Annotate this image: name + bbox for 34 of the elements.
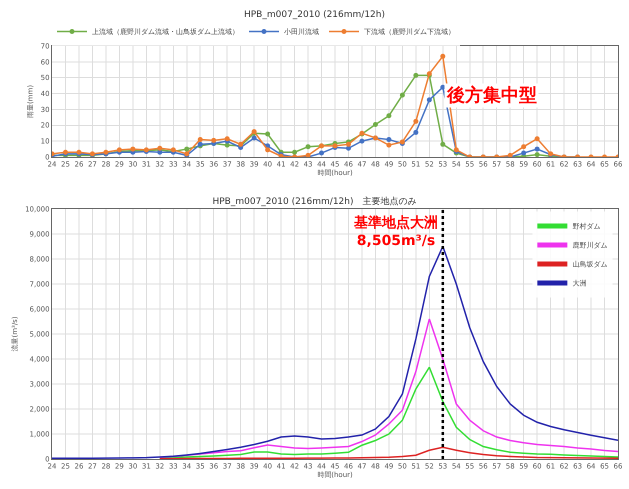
annotation: 基準地点大洲 8,505m³/s — [353, 215, 438, 250]
point — [198, 137, 203, 142]
point — [292, 150, 298, 155]
point — [386, 142, 392, 148]
point — [211, 138, 216, 143]
annotation: 後方集中型 — [446, 85, 537, 106]
point — [184, 146, 190, 152]
point — [521, 150, 526, 156]
point — [413, 118, 418, 124]
point — [265, 147, 270, 152]
chart-title: HPB_m007_2010 (216mm/12h) — [244, 10, 386, 20]
point — [534, 152, 540, 157]
chart-title: HPB_m007_2010 (216mm/12h) 主要地点のみ — [212, 196, 417, 208]
point — [426, 97, 432, 102]
line-series — [159, 318, 618, 458]
point — [400, 92, 405, 98]
point — [440, 142, 446, 147]
point — [534, 136, 540, 142]
point — [306, 144, 311, 150]
line-series — [159, 446, 618, 459]
point — [386, 137, 392, 142]
point — [346, 142, 351, 147]
point — [359, 138, 364, 144]
point — [265, 132, 270, 137]
point — [372, 122, 378, 127]
point — [386, 113, 392, 118]
point — [224, 136, 230, 142]
point — [319, 150, 324, 156]
point — [413, 72, 418, 78]
point — [521, 144, 526, 150]
point — [252, 135, 257, 140]
point — [413, 130, 418, 135]
point — [534, 146, 540, 152]
point — [440, 54, 446, 59]
